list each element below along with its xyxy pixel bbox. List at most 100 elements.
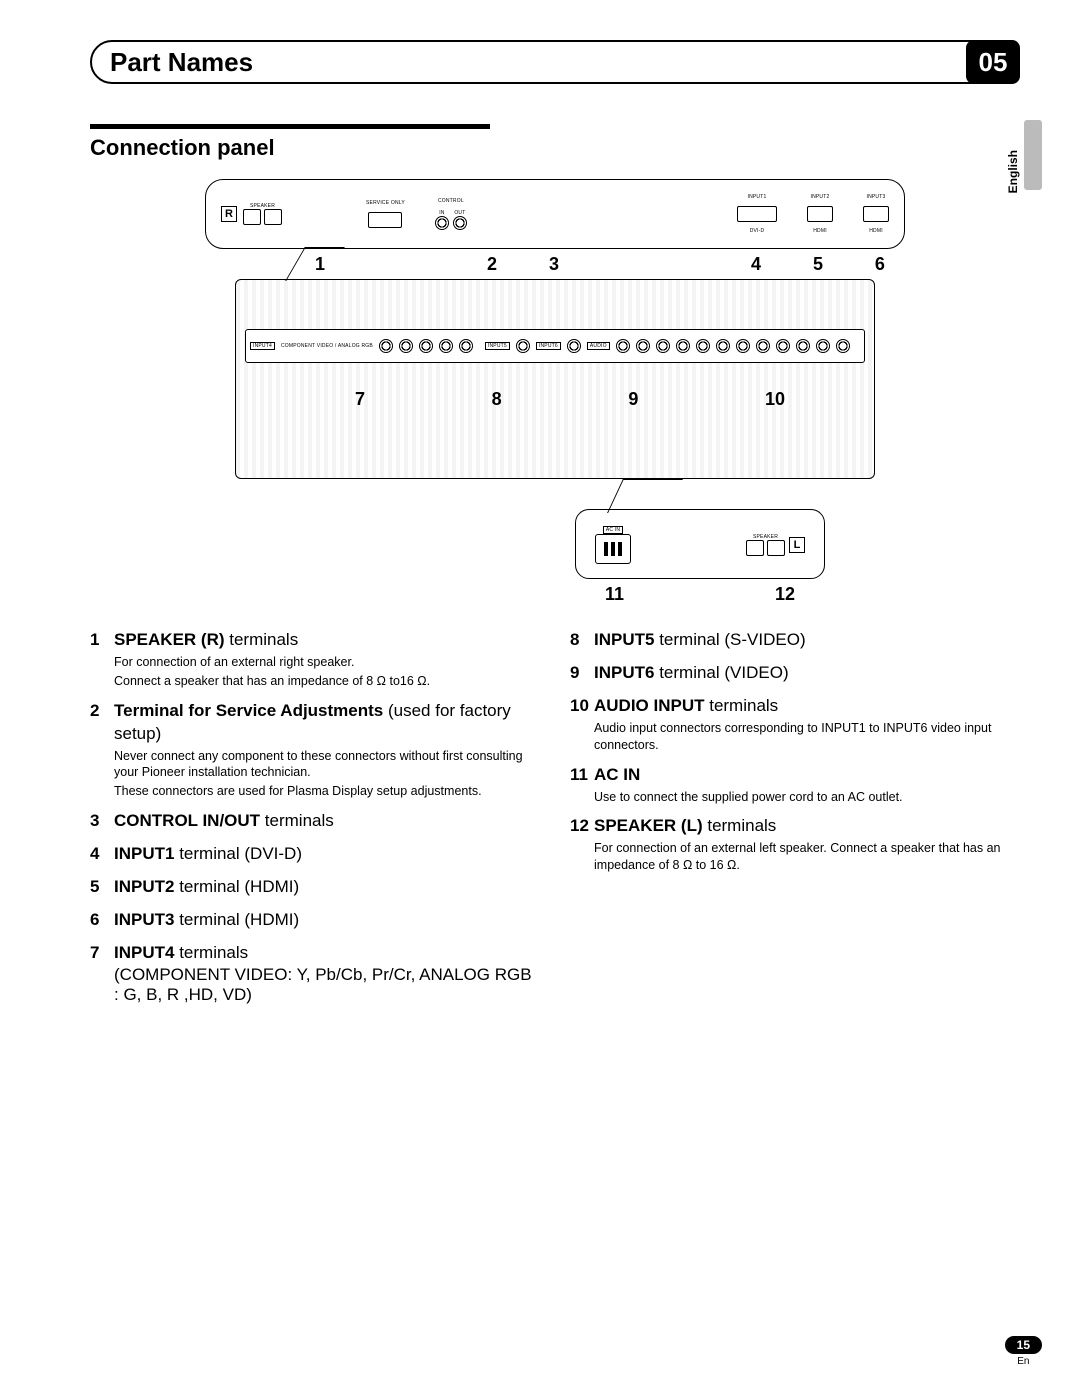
item-body-line: Connect a speaker that has an impedance … xyxy=(114,673,540,690)
rca-port-icon xyxy=(756,339,770,353)
item-number: 1 xyxy=(90,629,114,652)
language-label: English xyxy=(1006,150,1020,193)
page-header: Part Names 05 xyxy=(90,40,1020,84)
connection-panel-diagram: R SPEAKER SERVICE ONLY CONTROL IN OUT IN… xyxy=(175,179,935,609)
item-body-line: For connection of an external left speak… xyxy=(594,840,1020,874)
description-item: 10AUDIO INPUT terminalsAudio input conne… xyxy=(570,695,1020,754)
r-mark-icon: R xyxy=(221,206,237,222)
diagram-mid-panel xyxy=(235,279,875,479)
callout-number: 4 xyxy=(751,254,761,275)
item-title: INPUT5 terminal (S-VIDEO) xyxy=(594,629,806,652)
rca-port-icon xyxy=(459,339,473,353)
rca-port-icon xyxy=(439,339,453,353)
hdmi-label: HDMI xyxy=(813,228,827,234)
speaker-terminal-icon xyxy=(264,209,282,225)
rca-port-icon xyxy=(419,339,433,353)
input1-label: INPUT1 xyxy=(748,194,767,200)
dvid-label: DVI-D xyxy=(750,228,765,234)
service-label: SERVICE ONLY xyxy=(366,200,405,206)
diagram-mid-ports: INPUT4 COMPONENT VIDEO / ANALOG RGB INPU… xyxy=(245,329,865,363)
item-body-line: Audio input connectors corresponding to … xyxy=(594,720,1020,754)
video-port-icon xyxy=(567,339,581,353)
rca-port-icon xyxy=(736,339,750,353)
description-item: 5INPUT2 terminal (HDMI) xyxy=(90,876,540,899)
item-heading: 5INPUT2 terminal (HDMI) xyxy=(90,876,540,899)
control-in-port-icon xyxy=(435,216,449,230)
callout-number: 2 xyxy=(487,254,497,275)
input2-label: INPUT2 xyxy=(811,194,830,200)
item-body-line: For connection of an external right spea… xyxy=(114,654,540,671)
item-title: SPEAKER (R) terminals xyxy=(114,629,298,652)
rca-port-icon xyxy=(776,339,790,353)
ac-in-label: AC IN xyxy=(603,526,623,534)
speaker-terminal-icon xyxy=(746,540,764,556)
item-heading: 8INPUT5 terminal (S-VIDEO) xyxy=(570,629,1020,652)
description-item: 6INPUT3 terminal (HDMI) xyxy=(90,909,540,932)
input6-label: INPUT6 xyxy=(536,342,561,350)
callout-number: 5 xyxy=(813,254,823,275)
description-item: 7INPUT4 terminals(COMPONENT VIDEO: Y, Pb… xyxy=(90,942,540,1005)
diagram-bottom-numbers: 11 12 xyxy=(605,584,795,605)
rca-port-icon xyxy=(836,339,850,353)
rca-port-icon xyxy=(676,339,690,353)
rca-port-icon xyxy=(616,339,630,353)
item-title: INPUT4 terminals xyxy=(114,942,248,965)
rca-port-icon xyxy=(636,339,650,353)
item-heading: 9INPUT6 terminal (VIDEO) xyxy=(570,662,1020,685)
item-number: 4 xyxy=(90,843,114,866)
hdmi-port-icon xyxy=(863,206,889,222)
diagram-mid-numbers: 7 8 9 10 xyxy=(355,389,785,410)
rca-port-icon xyxy=(796,339,810,353)
header-title: Part Names xyxy=(110,47,253,78)
item-title: AUDIO INPUT terminals xyxy=(594,695,778,718)
rca-port-icon xyxy=(716,339,730,353)
dvid-port-icon xyxy=(737,206,777,222)
item-number: 9 xyxy=(570,662,594,685)
input3-label: INPUT3 xyxy=(867,194,886,200)
item-heading: 4INPUT1 terminal (DVI-D) xyxy=(90,843,540,866)
page-footer: 15 En xyxy=(1005,1336,1042,1367)
item-number: 2 xyxy=(90,700,114,723)
description-item: 2Terminal for Service Adjustments (used … xyxy=(90,700,540,801)
component-label: COMPONENT VIDEO / ANALOG RGB xyxy=(281,343,373,349)
description-item: 12SPEAKER (L) terminalsFor connection of… xyxy=(570,815,1020,874)
section-heading: Connection panel xyxy=(90,124,490,161)
item-number: 3 xyxy=(90,810,114,833)
item-number: 5 xyxy=(90,876,114,899)
description-item: 4INPUT1 terminal (DVI-D) xyxy=(90,843,540,866)
item-title: INPUT2 terminal (HDMI) xyxy=(114,876,299,899)
item-body-line: Use to connect the supplied power cord t… xyxy=(594,789,1020,806)
item-heading: 2Terminal for Service Adjustments (used … xyxy=(90,700,540,746)
item-title: CONTROL IN/OUT terminals xyxy=(114,810,334,833)
item-number: 12 xyxy=(570,815,594,838)
item-heading: 3CONTROL IN/OUT terminals xyxy=(90,810,540,833)
leader-line xyxy=(607,479,683,513)
chapter-badge: 05 xyxy=(966,40,1020,84)
item-heading: 6INPUT3 terminal (HDMI) xyxy=(90,909,540,932)
input4-label: INPUT4 xyxy=(250,342,275,350)
item-number: 11 xyxy=(570,764,594,787)
item-heading: 10AUDIO INPUT terminals xyxy=(570,695,1020,718)
description-item: 11AC INUse to connect the supplied power… xyxy=(570,764,1020,806)
description-item: 8INPUT5 terminal (S-VIDEO) xyxy=(570,629,1020,652)
item-heading: 1SPEAKER (R) terminals xyxy=(90,629,540,652)
speaker-terminal-icon xyxy=(767,540,785,556)
l-mark-icon: L xyxy=(789,537,805,553)
callout-number: 7 xyxy=(355,389,365,410)
description-columns: 1SPEAKER (R) terminals For connection of … xyxy=(90,629,1020,1015)
audio-label: AUDIO xyxy=(587,342,610,350)
header-capsule: Part Names 05 xyxy=(90,40,1020,84)
item-number: 7 xyxy=(90,942,114,965)
callout-number: 11 xyxy=(605,584,624,605)
page-number-badge: 15 xyxy=(1005,1336,1042,1354)
input5-label: INPUT5 xyxy=(485,342,510,350)
rca-port-icon xyxy=(399,339,413,353)
item-heading: 7INPUT4 terminals xyxy=(90,942,540,965)
diagram-top-numbers: 1 2 3 4 5 6 xyxy=(315,254,885,275)
hdmi-label: HDMI xyxy=(869,228,883,234)
left-column: 1SPEAKER (R) terminals For connection of … xyxy=(90,629,540,1015)
description-item: 9INPUT6 terminal (VIDEO) xyxy=(570,662,1020,685)
item-title: INPUT3 terminal (HDMI) xyxy=(114,909,299,932)
callout-number: 10 xyxy=(765,389,785,410)
service-port-icon xyxy=(368,212,402,228)
